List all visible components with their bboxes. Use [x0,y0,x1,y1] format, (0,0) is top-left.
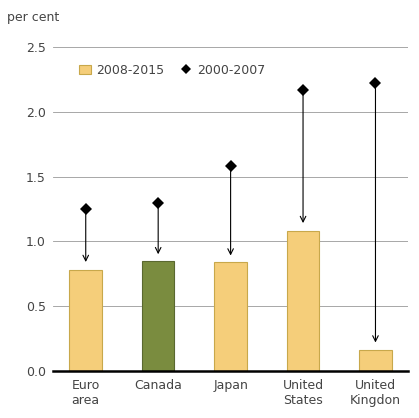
Bar [214,262,247,371]
Bar [359,350,392,371]
Bar [142,261,174,371]
Bar [287,231,319,371]
Legend: 2008-2015, 2000-2007: 2008-2015, 2000-2007 [74,59,270,82]
Text: per cent: per cent [7,10,59,24]
Bar [70,270,102,371]
